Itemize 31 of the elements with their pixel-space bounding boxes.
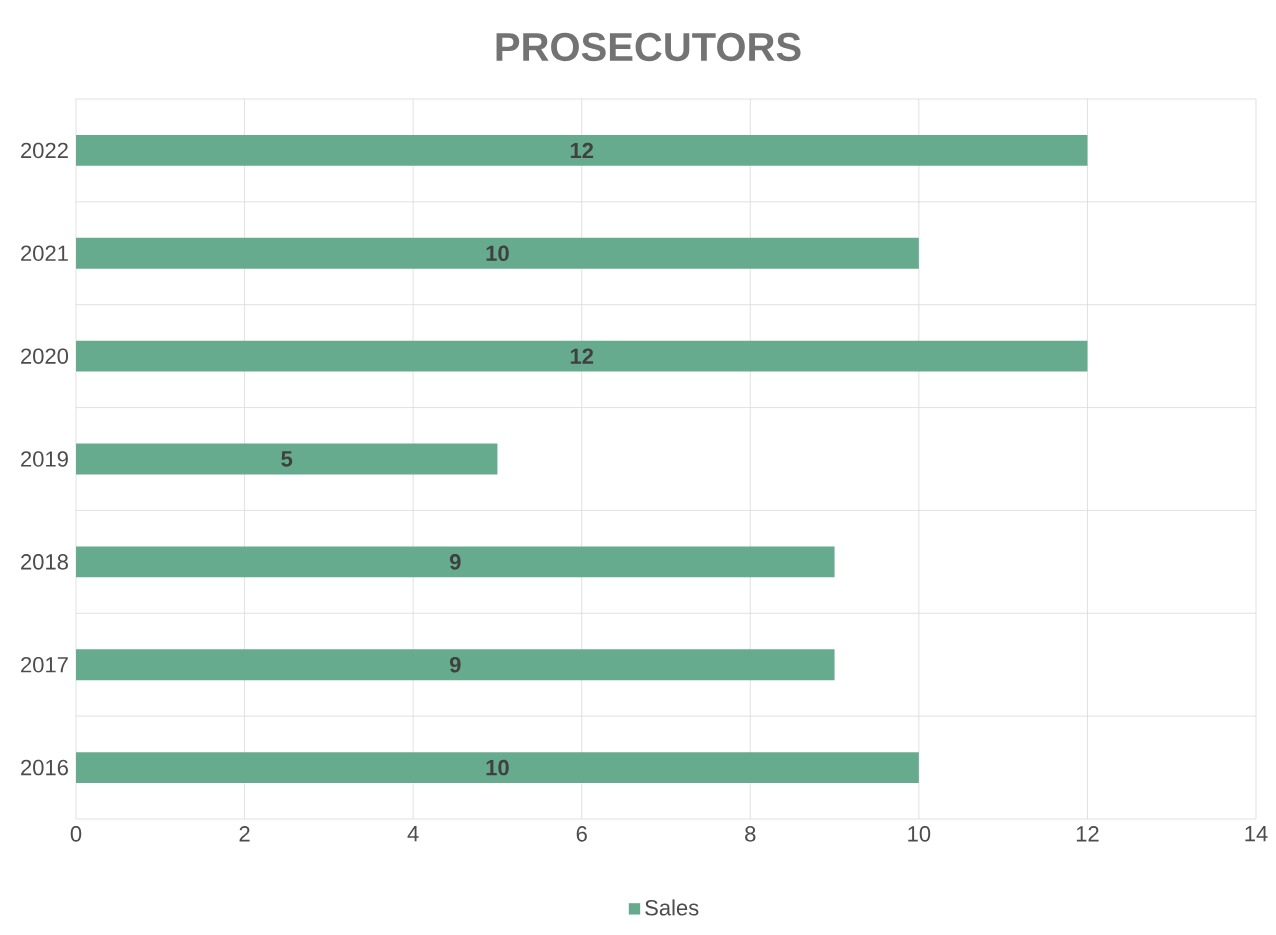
bar <box>76 752 919 783</box>
y-tick-label: 2017 <box>21 656 68 673</box>
data-label: 9 <box>449 554 461 570</box>
y-tick-label: 2021 <box>21 245 68 262</box>
x-tick-label: 0 <box>70 826 82 842</box>
data-label: 12 <box>570 142 594 159</box>
data-label: 12 <box>570 348 594 364</box>
x-tick-label: 6 <box>576 826 587 842</box>
bar <box>76 443 498 475</box>
x-tick-label: 14 <box>1245 826 1268 842</box>
bar <box>76 340 1088 372</box>
y-tick-label: 2019 <box>21 451 68 467</box>
y-tick-label: 2022 <box>21 142 68 159</box>
bar <box>76 135 1088 166</box>
x-tick-label: 8 <box>745 826 756 842</box>
chart-title: PROSECUTORS <box>496 32 801 62</box>
y-tick-label: 2020 <box>21 348 69 364</box>
y-tick-label: 2018 <box>21 554 68 570</box>
bar <box>76 649 835 681</box>
x-tick-label: 12 <box>1076 826 1099 842</box>
bar <box>76 237 919 269</box>
bar <box>76 546 835 578</box>
y-tick-label: 2016 <box>21 759 68 776</box>
data-label: 5 <box>281 451 293 467</box>
data-label: 9 <box>449 656 461 673</box>
x-tick-label: 10 <box>908 826 931 842</box>
data-label: 10 <box>486 245 509 262</box>
x-tick-label: 2 <box>239 826 250 842</box>
x-tick-label: 4 <box>407 826 419 842</box>
legend-label: Sales <box>645 899 699 916</box>
data-label: 10 <box>486 759 509 776</box>
